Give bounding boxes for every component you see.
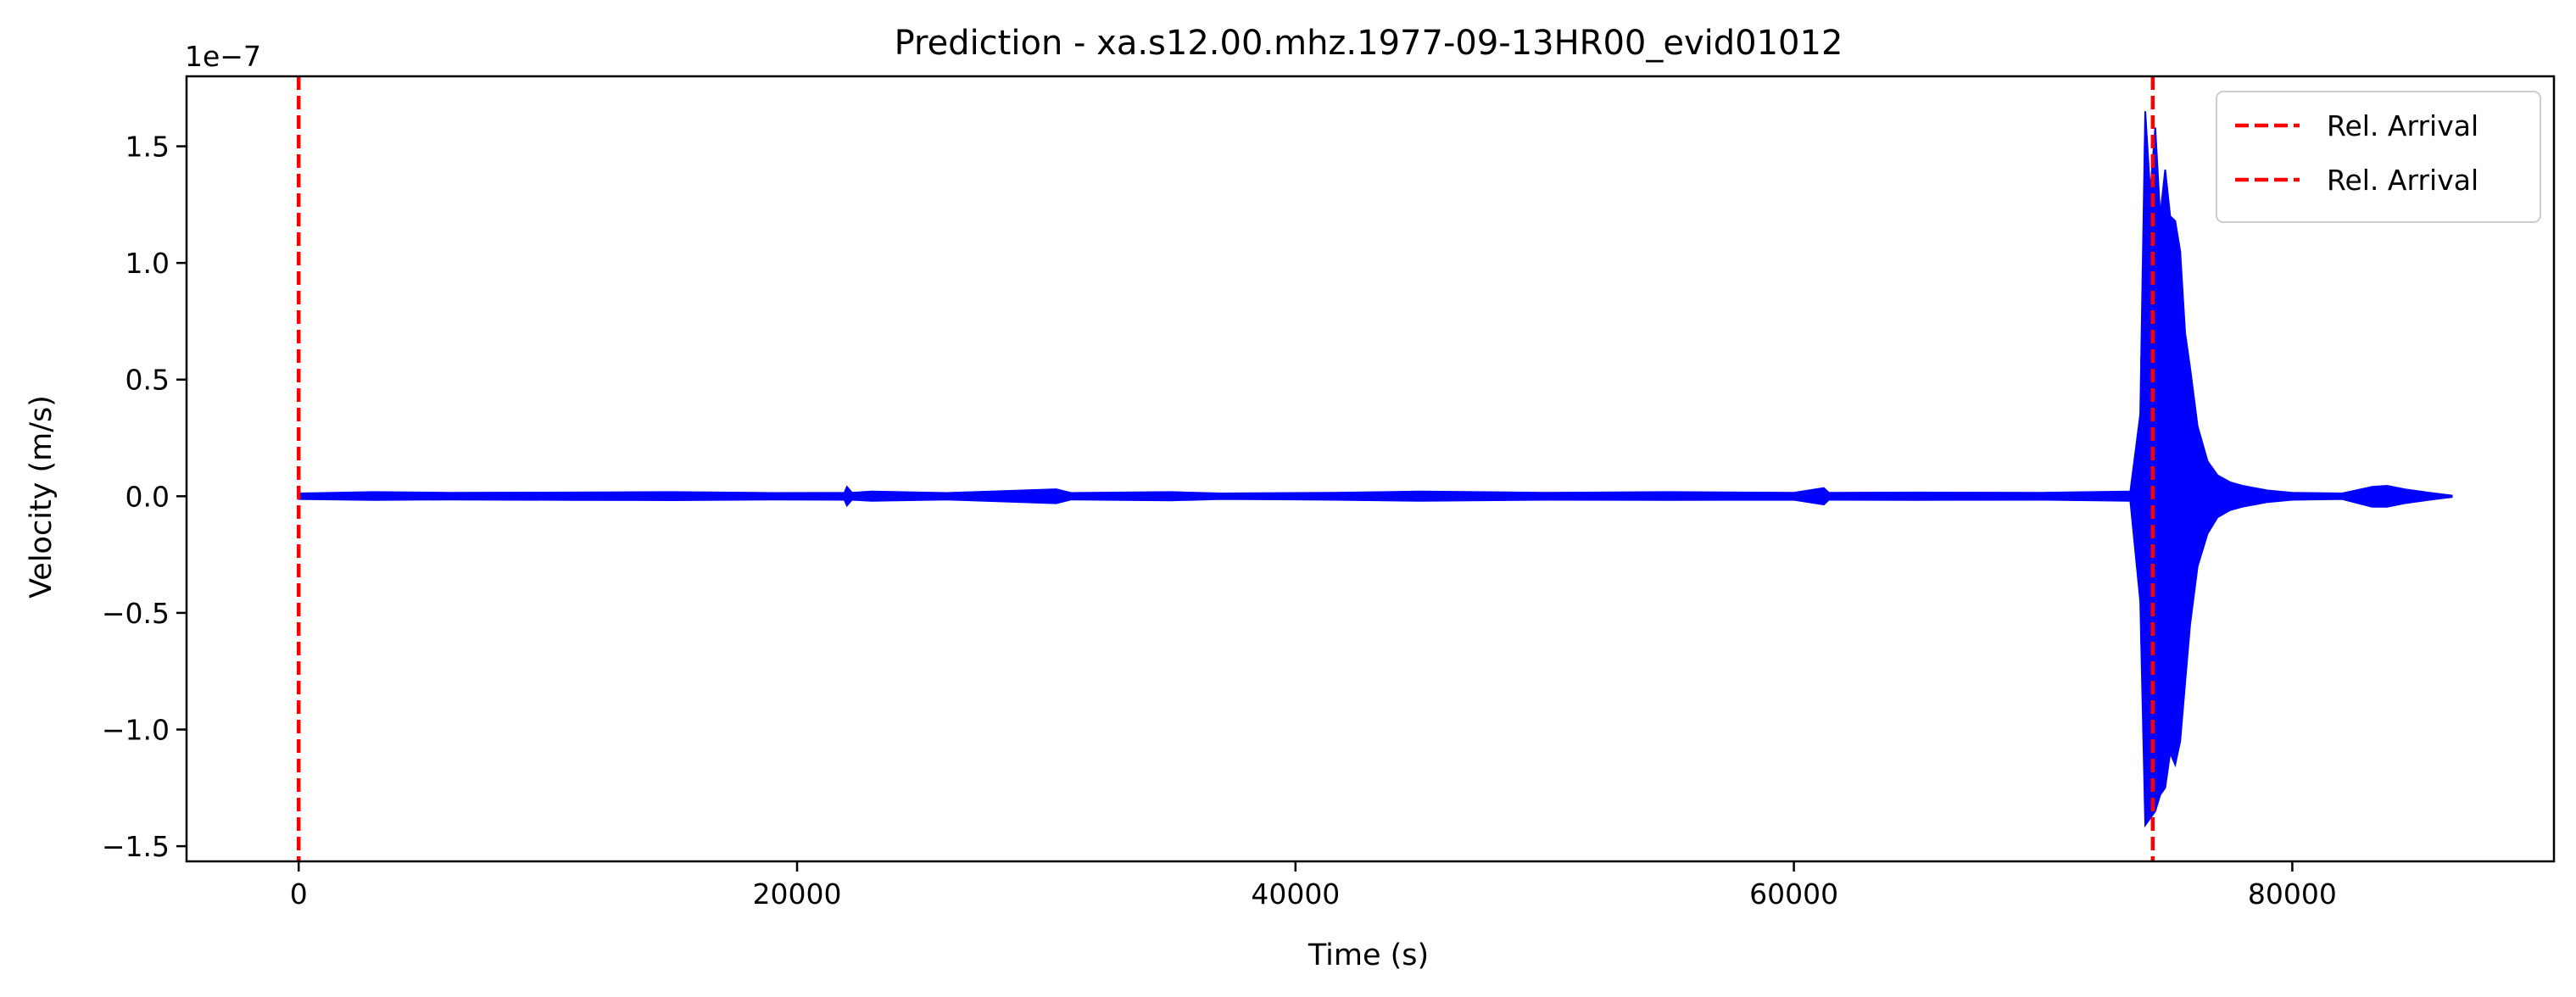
y-tick-label: 1.0 <box>125 247 170 280</box>
y-tick-label: 0.0 <box>125 480 170 513</box>
arrival-lines <box>297 76 2155 861</box>
y-offset-text: 1e−7 <box>185 40 261 73</box>
x-tick-label: 0 <box>290 877 308 911</box>
x-tick-label: 20000 <box>753 877 842 911</box>
x-tick-label: 80000 <box>2248 877 2337 911</box>
y-tick-label: −1.0 <box>102 714 170 747</box>
legend-label: Rel. Arrival <box>2327 109 2478 142</box>
y-tick-label: 0.5 <box>125 364 170 397</box>
y-axis-label: Velocity (m/s) <box>25 395 59 599</box>
plot-area <box>185 75 2556 863</box>
y-tick-label: −0.5 <box>102 597 170 630</box>
legend: Rel. Arrival Rel. Arrival <box>2216 91 2541 223</box>
y-tick-label: 1.5 <box>125 131 170 164</box>
x-axis: 0 20000 40000 60000 80000 <box>290 861 2337 911</box>
x-tick-label: 60000 <box>1749 877 1838 911</box>
legend-label: Rel. Arrival <box>2327 164 2478 197</box>
y-axis: −1.5 −1.0 −0.5 0.0 0.5 1.0 1.5 <box>102 131 187 863</box>
plot-frame <box>185 75 2556 863</box>
x-axis-label: Time (s) <box>1308 939 1429 972</box>
y-tick-label: −1.5 <box>102 830 170 863</box>
x-tick-label: 40000 <box>1251 877 1340 911</box>
chart-title: Prediction - xa.s12.00.mhz.1977-09-13HR0… <box>895 24 1843 63</box>
